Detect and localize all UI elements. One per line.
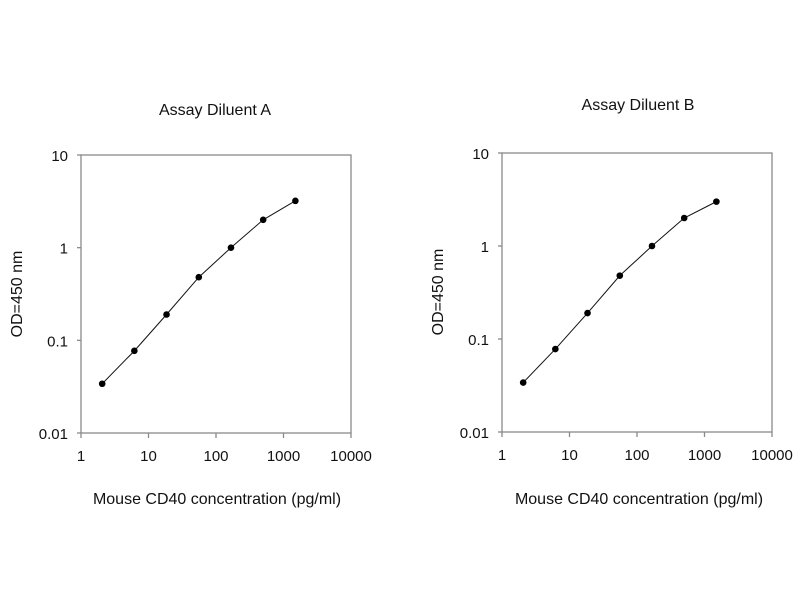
data-point — [584, 309, 591, 317]
x-tick-label: 1000 — [267, 448, 300, 465]
y-tick-label: 0.01 — [39, 426, 68, 443]
y-axis-label: OD=450 nm — [9, 251, 26, 338]
data-point — [131, 347, 138, 355]
plot-frame — [80, 154, 352, 434]
chart-a: Assay Diluent A Mouse CD40 concentration… — [9, 102, 372, 508]
y-tick-label: 0.1 — [47, 333, 68, 350]
x-tick-label: 1 — [77, 448, 85, 465]
data-point — [259, 216, 267, 224]
data-point — [195, 273, 203, 281]
x-tick-label: 1000 — [688, 447, 721, 464]
x-tick-label: 10 — [140, 448, 157, 465]
data-point — [292, 197, 299, 205]
x-tick-label: 10000 — [751, 447, 793, 464]
plot-frame — [501, 152, 773, 433]
data-point — [98, 380, 106, 388]
y-axis-label: OD=450 nm — [430, 249, 447, 336]
data-point — [680, 214, 688, 222]
y-tick-label: 0.01 — [460, 425, 489, 442]
series-line — [522, 201, 717, 383]
data-point — [552, 345, 559, 353]
data-point — [227, 244, 235, 251]
y-tick-label: 10 — [51, 148, 68, 165]
series-line — [101, 200, 296, 385]
y-tick-label: 1 — [60, 241, 68, 258]
y-tick-label: 10 — [472, 146, 489, 163]
data-point — [163, 311, 170, 318]
y-tick-label: 0.1 — [468, 332, 489, 349]
x-tick-label: 100 — [624, 447, 649, 464]
y-tick-label: 1 — [481, 239, 489, 256]
x-tick-label: 1 — [498, 447, 506, 464]
data-point — [648, 242, 656, 250]
chart-title: Assay Diluent A — [159, 102, 271, 119]
data-point — [519, 379, 527, 386]
x-tick-label: 100 — [203, 448, 228, 465]
x-axis-label: Mouse CD40 concentration (pg/ml) — [93, 491, 341, 508]
data-point — [713, 198, 720, 205]
x-tick-label: 10 — [561, 447, 578, 464]
x-tick-label: 10000 — [330, 448, 372, 465]
x-axis-label: Mouse CD40 concentration (pg/ml) — [515, 491, 763, 508]
data-point — [616, 272, 624, 279]
chart-title: Assay Diluent B — [582, 97, 695, 114]
chart-b: Assay Diluent B Mouse CD40 concentration… — [430, 97, 793, 508]
